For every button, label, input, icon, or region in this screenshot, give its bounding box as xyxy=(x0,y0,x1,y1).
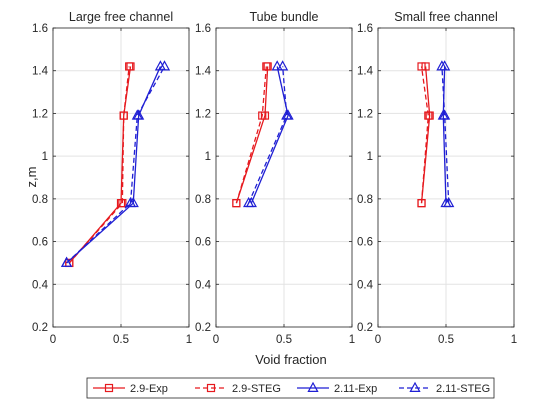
y-tick-label: 0.2 xyxy=(195,322,211,334)
data-point xyxy=(258,111,267,120)
legend-entry: 2.9-Exp xyxy=(93,383,168,395)
series-line xyxy=(420,66,429,204)
series-2.9-STEG xyxy=(417,62,433,208)
panel-1: 0.2 0.4 0.6 0.8 1 1.2 1.4 1.6 0 0.5 1 Large free ch… xyxy=(32,10,192,346)
data-point xyxy=(124,196,137,208)
data-point xyxy=(424,111,433,120)
panel-3: 0.2 0.4 0.6 0.8 1 1.2 1.4 1.6 0 0.5 1 Small free ch… xyxy=(357,10,517,346)
legend-marker xyxy=(307,381,319,392)
y-tick-label: 1.4 xyxy=(357,66,374,78)
y-tick-label: 1.6 xyxy=(357,23,373,35)
y-tick-label: 1.2 xyxy=(357,108,373,120)
legend-entry: 2.11-Exp xyxy=(297,381,377,395)
legend-label: 2.9-STEG xyxy=(232,383,281,395)
data-point xyxy=(125,62,134,71)
series-line xyxy=(235,66,269,204)
data-point xyxy=(118,199,127,208)
data-point xyxy=(417,62,426,71)
y-tick-label: 1.2 xyxy=(32,108,48,120)
data-point xyxy=(232,199,241,208)
series-line xyxy=(235,66,267,204)
panel-title: Large free channel xyxy=(69,10,173,24)
legend-marker xyxy=(409,381,421,392)
plot-panels: 0.2 0.4 0.6 0.8 1 1.2 1.4 1.6 0 0.5 1 Large free ch… xyxy=(32,10,517,346)
series-2.11-STEG xyxy=(60,60,171,267)
legend-entry: 2.11-STEG xyxy=(399,381,490,395)
series-2.11-STEG xyxy=(243,60,293,208)
panel-2: 0.2 0.4 0.6 0.8 1 1.2 1.4 1.6 0 0.5 1 Tube bundle xyxy=(195,10,355,346)
series-line xyxy=(248,66,288,204)
series-line xyxy=(68,66,130,264)
y-tick-label: 0.4 xyxy=(32,279,49,291)
data-point xyxy=(119,111,128,120)
legend-marker xyxy=(206,383,216,393)
x-tick-label: 0.5 xyxy=(113,334,129,346)
y-tick-label: 1 xyxy=(42,151,48,163)
y-tick-label: 0.2 xyxy=(357,322,373,334)
data-point xyxy=(271,60,283,71)
y-tick-label: 0.8 xyxy=(195,194,211,206)
series-line xyxy=(441,66,450,204)
panel-title: Tube bundle xyxy=(249,10,318,24)
y-tick-label: 0.4 xyxy=(195,279,212,291)
x-tick-label: 1 xyxy=(511,334,517,346)
y-tick-label: 0.8 xyxy=(32,194,48,206)
series-line xyxy=(66,66,162,264)
x-tick-label: 0 xyxy=(213,334,219,346)
y-tick-label: 1.4 xyxy=(195,66,212,78)
series-2.9-STEG xyxy=(65,62,134,268)
data-point xyxy=(277,60,289,71)
y-tick-label: 0.6 xyxy=(195,237,211,249)
legend-label: 2.11-STEG xyxy=(436,383,490,395)
y-tick-label: 0.8 xyxy=(357,194,373,206)
panel-title: Small free channel xyxy=(394,10,498,24)
series-line xyxy=(250,66,289,204)
data-point xyxy=(436,60,448,71)
y-tick-label: 0.2 xyxy=(32,322,48,334)
series-line xyxy=(68,66,132,264)
data-point xyxy=(131,109,143,120)
data-point xyxy=(60,256,73,267)
series-line xyxy=(442,66,447,204)
x-tick-label: 1 xyxy=(186,334,192,346)
legend-label: 2.9-Exp xyxy=(130,383,168,395)
y-tick-label: 1.4 xyxy=(32,66,49,78)
data-point xyxy=(281,109,293,120)
y-tick-label: 0.6 xyxy=(32,237,48,249)
x-tick-label: 0 xyxy=(50,334,56,346)
data-point xyxy=(443,196,455,208)
x-tick-label: 0 xyxy=(375,334,381,346)
y-tick-label: 1 xyxy=(205,151,211,163)
x-axis-label: Void fraction xyxy=(255,352,327,367)
legend-marker xyxy=(104,383,114,393)
y-tick-label: 0.4 xyxy=(357,279,374,291)
x-tick-label: 0.5 xyxy=(438,334,454,346)
series-line xyxy=(420,66,431,204)
data-point xyxy=(243,196,255,208)
legend-entry: 2.9-STEG xyxy=(195,383,281,395)
y-tick-label: 1.6 xyxy=(32,23,48,35)
y-tick-label: 1.2 xyxy=(195,108,211,120)
x-tick-label: 0.5 xyxy=(276,334,292,346)
y-axis-label: z,m xyxy=(24,167,39,188)
y-tick-label: 0.6 xyxy=(357,237,373,249)
legend: 2.9-Exp 2.9-STEG 2.11-Exp 2.11-STEG xyxy=(86,377,495,399)
x-tick-label: 1 xyxy=(349,334,355,346)
series-line xyxy=(66,66,166,264)
data-point xyxy=(439,109,451,120)
legend-box xyxy=(86,377,495,399)
data-point xyxy=(417,199,426,208)
series-2.9-STEG xyxy=(232,62,271,208)
data-point xyxy=(262,62,271,71)
y-tick-label: 1.6 xyxy=(195,23,211,35)
series-2.11-STEG xyxy=(436,60,455,208)
data-point xyxy=(158,60,171,71)
y-tick-label: 1 xyxy=(367,151,373,163)
legend-label: 2.11-Exp xyxy=(334,383,377,395)
